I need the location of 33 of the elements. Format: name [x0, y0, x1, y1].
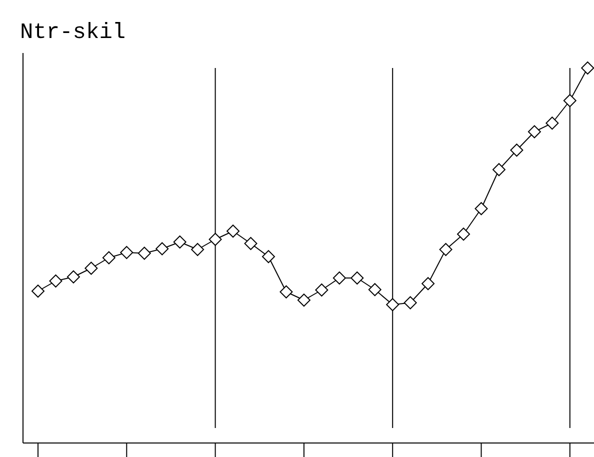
- point: [546, 116, 559, 130]
- point: [492, 163, 506, 176]
- point: [66, 270, 80, 284]
- point: [510, 144, 524, 157]
- point: [32, 284, 44, 298]
- point: [474, 202, 488, 216]
- point: [332, 272, 346, 284]
- point: [457, 228, 470, 241]
- point: [84, 262, 98, 275]
- point: [49, 274, 62, 288]
- point: [191, 243, 204, 256]
- point: [138, 246, 151, 260]
- point: [439, 243, 452, 256]
- point: [422, 277, 435, 290]
- point: [173, 236, 186, 248]
- point: [404, 296, 417, 310]
- point: [208, 232, 222, 246]
- point: [350, 272, 364, 284]
- point: [102, 251, 116, 264]
- point: [244, 237, 258, 250]
- point: [368, 283, 382, 296]
- point: [226, 224, 240, 238]
- point: [297, 294, 310, 307]
- point: [581, 62, 594, 74]
- point: [280, 285, 293, 298]
- point: [315, 284, 328, 296]
- point: [563, 94, 576, 108]
- point: [262, 250, 275, 264]
- point: [120, 246, 134, 259]
- chart-title: Ntr-skil: [20, 20, 126, 45]
- point: [386, 298, 400, 312]
- point: [528, 125, 541, 138]
- point: [156, 242, 169, 256]
